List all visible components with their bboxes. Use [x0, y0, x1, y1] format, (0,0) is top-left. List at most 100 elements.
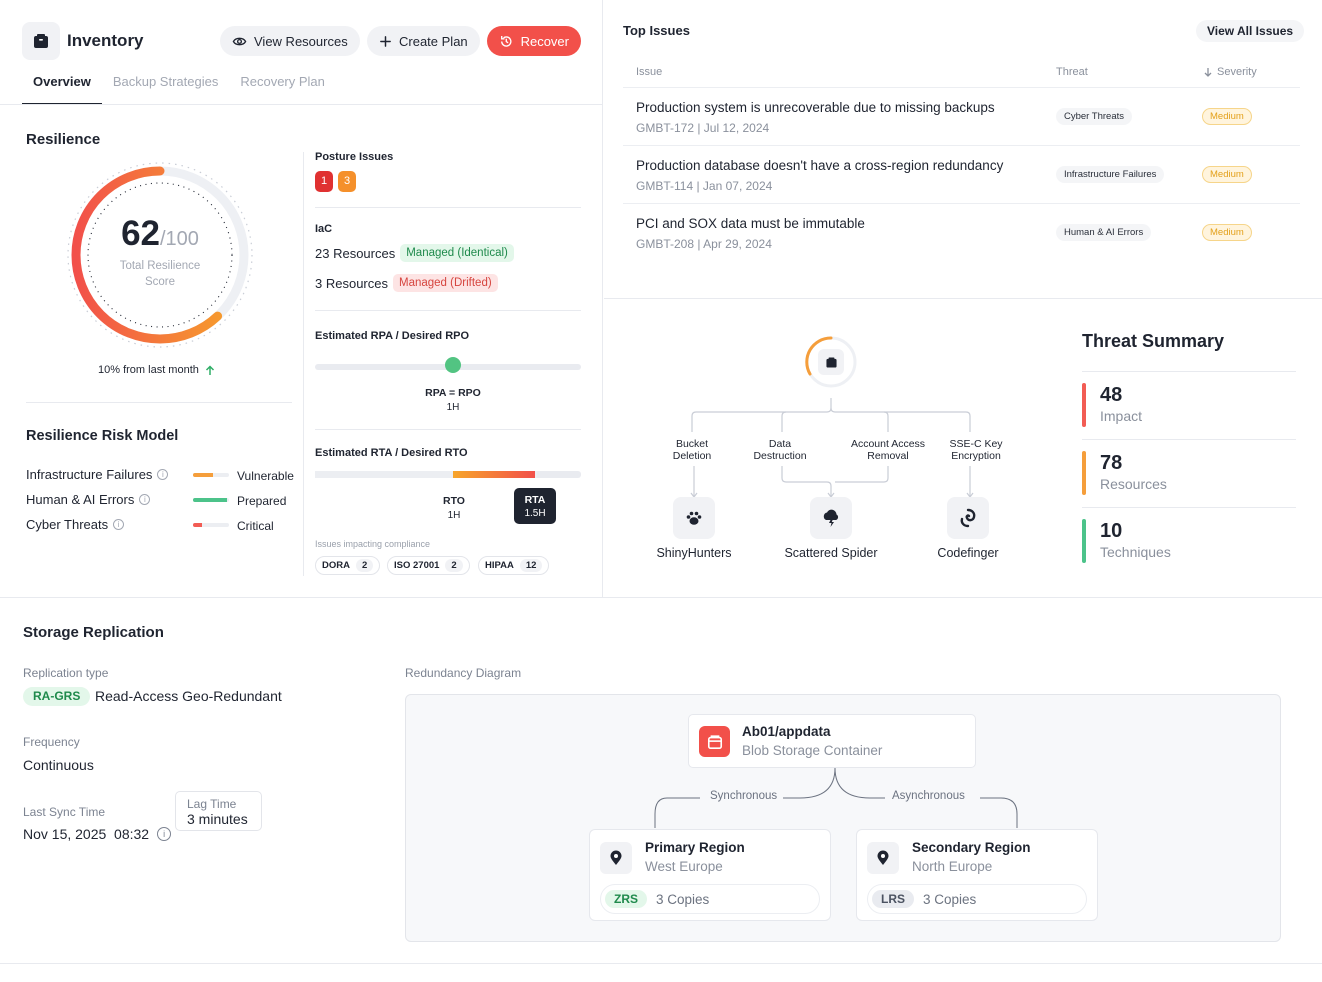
severity-badge: Medium — [1202, 224, 1252, 241]
techniques-bar — [1082, 519, 1086, 563]
col-severity[interactable]: Severity — [1203, 66, 1257, 78]
technique-account-access-removal[interactable]: Account Access Removal — [845, 438, 931, 462]
technique-line: Bucket — [675, 438, 709, 450]
container-name: Ab01/appdata — [742, 724, 831, 739]
threat-badge: Human & AI Errors — [1056, 224, 1152, 241]
severity-badge: Medium — [1202, 108, 1252, 125]
tab-overview[interactable]: Overview — [22, 62, 102, 105]
issue-title[interactable]: Production database doesn't have a cross… — [636, 158, 1004, 173]
compliance-name: DORA — [322, 560, 350, 571]
technique-data-destruction[interactable]: Data Destruction — [744, 438, 816, 462]
rta-value: 1.5H — [524, 508, 546, 519]
view-all-issues-button[interactable]: View All Issues — [1196, 20, 1305, 42]
tab-bar: Overview Backup Strategies Recovery Plan — [22, 62, 336, 105]
frequency-value: Continuous — [23, 757, 94, 773]
lag-value: 3 minutes — [187, 811, 248, 827]
rpo-title: Estimated RPA / Desired RPO — [315, 330, 470, 342]
technique-line: Encryption — [951, 450, 1001, 462]
issue-meta: GMBT-208 | Apr 29, 2024 — [636, 237, 772, 251]
recover-button[interactable]: Recover — [487, 26, 581, 56]
col-threat[interactable]: Threat — [1056, 66, 1088, 78]
inventory-icon — [22, 22, 60, 60]
paw-icon[interactable] — [673, 497, 715, 539]
risk-row-infrastructure: Infrastructure Failures i — [26, 467, 169, 482]
frequency-label: Frequency — [23, 735, 80, 749]
threat-badge: Infrastructure Failures — [1056, 166, 1165, 183]
create-plan-label: Create Plan — [399, 33, 468, 49]
divider — [315, 207, 581, 208]
posture-high-count[interactable]: 3 — [338, 171, 356, 192]
diagram-connectors — [654, 767, 1018, 828]
techniques-value: 10 — [1100, 520, 1123, 542]
redundancy-tag: ZRS — [605, 890, 647, 908]
risk-bar-human-ai — [193, 498, 229, 502]
technique-line: SSE-C Key — [949, 438, 1003, 450]
plus-icon — [380, 35, 391, 47]
tab-backup-strategies[interactable]: Backup Strategies — [112, 74, 219, 89]
col-severity-label: Severity — [1217, 66, 1257, 78]
iac-status-badge: Managed (Drifted) — [392, 274, 498, 292]
iac-count: 23 Resources — [315, 245, 396, 261]
secondary-region-card[interactable]: Secondary Region North Europe LRS 3 Copi… — [856, 829, 1098, 921]
lag-label: Lag Time — [187, 797, 237, 811]
tab-divider — [0, 104, 603, 105]
page-title: Inventory — [67, 31, 144, 50]
compliance-chip-iso[interactable]: ISO 27001 2 — [387, 556, 470, 575]
column-divider — [303, 152, 304, 576]
posture-critical-count[interactable]: 1 — [315, 171, 333, 192]
container-icon — [699, 726, 730, 757]
compliance-count: 2 — [355, 559, 374, 572]
risk-bar-infrastructure — [193, 473, 229, 477]
iac-row-drifted: 3 Resources Managed (Drifted) — [315, 274, 498, 292]
technique-bucket-deletion[interactable]: Bucket Deletion — [657, 438, 727, 462]
region-name: North Europe — [912, 859, 993, 874]
rpo-marker[interactable] — [445, 357, 461, 373]
table-row[interactable] — [623, 146, 1300, 204]
inventory-node-icon[interactable] — [818, 349, 844, 375]
rto-value: 1H — [447, 510, 461, 521]
recover-icon — [501, 35, 512, 47]
storm-cloud-icon[interactable] — [810, 497, 852, 539]
compliance-chip-dora[interactable]: DORA 2 — [315, 556, 381, 575]
storage-replication-panel — [0, 598, 1322, 964]
info-icon[interactable]: i — [157, 827, 172, 841]
issue-title[interactable]: PCI and SOX data must be immutable — [636, 216, 865, 231]
divider — [1082, 439, 1296, 440]
create-plan-button[interactable]: Create Plan — [367, 26, 480, 56]
table-row[interactable] — [623, 88, 1300, 146]
technique-sse-c-key-encryption[interactable]: SSE-C Key Encryption — [944, 438, 1008, 462]
primary-region-card[interactable]: Primary Region West Europe ZRS 3 Copies — [589, 829, 831, 921]
rto-label: RTO — [443, 495, 465, 507]
impact-value: 48 — [1100, 384, 1123, 406]
tab-recovery-plan[interactable]: Recovery Plan — [240, 74, 325, 89]
spiral-icon[interactable] — [947, 497, 989, 539]
resilience-title: Resilience — [26, 131, 101, 148]
sync-label: Synchronous — [710, 790, 778, 802]
container-card[interactable]: Ab01/appdata Blob Storage Container — [688, 714, 976, 768]
col-issue[interactable]: Issue — [636, 66, 663, 78]
issue-title[interactable]: Production system is unrecoverable due t… — [636, 100, 995, 115]
technique-line: Deletion — [672, 450, 712, 462]
rto-track-base — [315, 471, 537, 478]
info-icon[interactable]: i — [113, 519, 125, 530]
redundancy-tag: LRS — [872, 890, 914, 908]
actor-name: ShinyHunters — [656, 546, 732, 560]
location-pin-icon — [867, 842, 899, 874]
iac-count: 3 Resources — [315, 275, 388, 291]
copies-row: ZRS 3 Copies — [600, 884, 820, 914]
async-label: Asynchronous — [892, 790, 965, 802]
last-sync-label: Last Sync Time — [23, 805, 106, 819]
info-icon[interactable]: i — [139, 494, 151, 505]
info-icon[interactable]: i — [157, 469, 169, 480]
compliance-chip-hipaa[interactable]: HIPAA 12 — [478, 556, 550, 575]
view-resources-button[interactable]: View Resources — [220, 26, 360, 56]
inventory-panel: Inventory View Resources Create Plan Rec… — [0, 0, 603, 598]
impact-bar — [1082, 383, 1086, 427]
divider — [1082, 371, 1296, 372]
region-title: Primary Region — [645, 840, 745, 855]
actor-name: Codefinger — [937, 546, 999, 560]
view-resources-label: View Resources — [254, 33, 348, 49]
region-name: West Europe — [645, 859, 723, 874]
gauge-divider — [26, 402, 292, 403]
table-row[interactable] — [623, 204, 1300, 262]
